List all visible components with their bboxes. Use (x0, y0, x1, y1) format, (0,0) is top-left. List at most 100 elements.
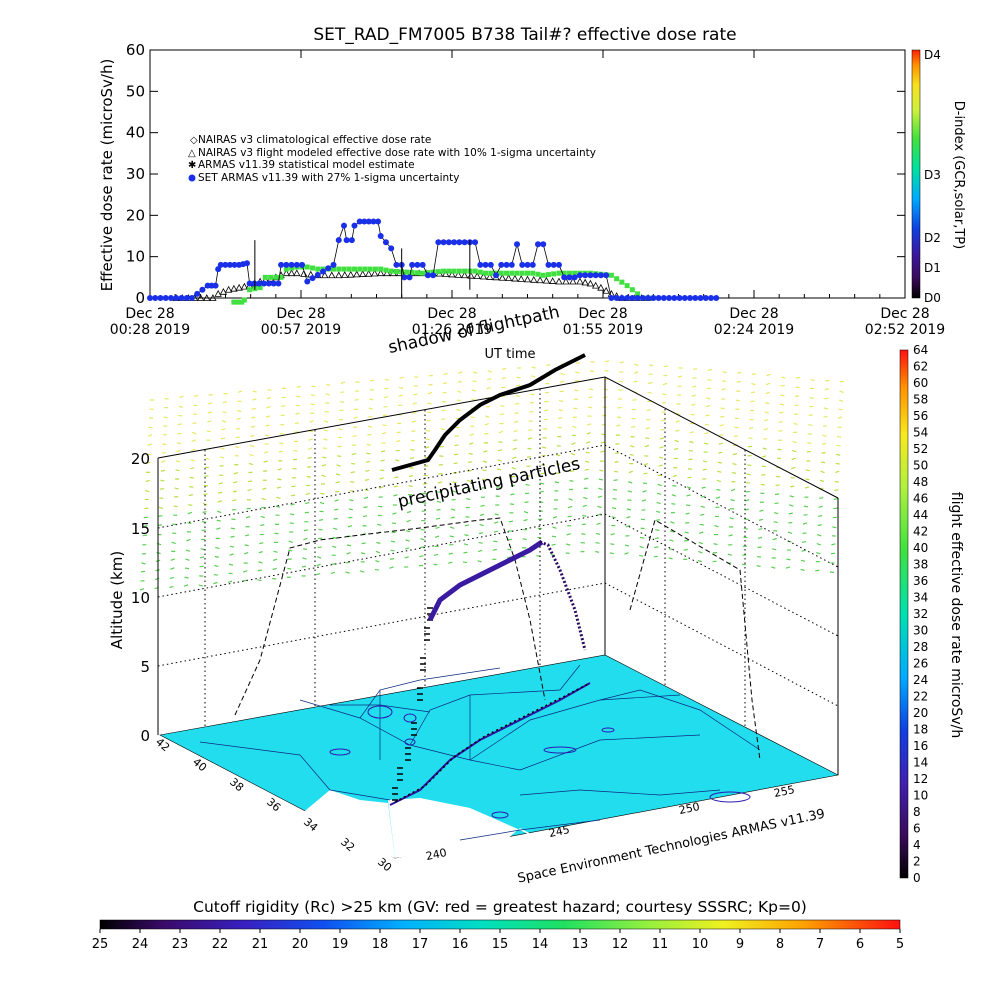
precip-mark (471, 389, 477, 392)
precip-mark (227, 580, 233, 583)
set-armas-point (487, 261, 494, 268)
precip-mark (296, 395, 301, 398)
precip-mark (177, 423, 183, 426)
precip-mark (247, 489, 252, 492)
armas-stat-point (488, 270, 494, 276)
latitude-tick: 30 (375, 855, 394, 874)
cutoff-tick: 17 (412, 937, 429, 952)
precip-mark (190, 467, 195, 470)
precip-mark (609, 552, 614, 555)
precip-mark (582, 514, 587, 517)
precip-mark (362, 515, 368, 518)
precip-mark (540, 482, 545, 485)
precip-mark (220, 447, 225, 450)
precip-mark (323, 429, 328, 432)
precip-mark (277, 478, 282, 481)
precip-mark (338, 428, 343, 431)
nairas-flight-point (591, 281, 600, 289)
set-armas-point (167, 295, 174, 301)
precip-mark (689, 441, 694, 444)
precip-mark (818, 514, 823, 518)
precip-mark (478, 532, 484, 535)
precip-mark (427, 391, 433, 395)
precip-mark (347, 525, 353, 528)
nairas-flight-point (224, 285, 233, 293)
precip-mark (663, 365, 668, 368)
precip-mark (205, 457, 210, 460)
precip-mark (427, 402, 432, 405)
dose-tick: 40 (913, 541, 928, 555)
precip-mark (639, 554, 644, 557)
precip-mark (817, 533, 822, 537)
set-armas-point (256, 280, 263, 287)
precip-mark (160, 469, 165, 472)
precip-mark (335, 490, 340, 493)
precip-mark (625, 524, 631, 528)
nairas-flight-point (548, 277, 557, 284)
precip-mark (839, 390, 844, 394)
precip-mark (627, 490, 632, 493)
precip-mark (305, 492, 310, 496)
precip-mark (380, 450, 386, 453)
set-armas-point (288, 261, 295, 268)
set-armas-point (188, 295, 195, 301)
precip-mark (184, 567, 190, 570)
precip-mark (717, 461, 722, 464)
set-armas-point (226, 261, 233, 268)
precip-mark (139, 588, 145, 591)
precip-mark (281, 404, 286, 408)
precip-mark (658, 456, 664, 459)
precip-mark (701, 495, 706, 498)
precip-mark (566, 533, 571, 536)
precip-mark (624, 544, 630, 547)
set-armas-point (275, 280, 282, 287)
precip-mark (837, 416, 843, 419)
precip-mark (758, 528, 763, 531)
precip-mark (409, 457, 415, 460)
precip-mark (716, 479, 722, 483)
precip-mark (834, 480, 839, 483)
precip-mark (729, 517, 734, 520)
precip-mark (675, 429, 680, 432)
precip-mark (819, 479, 825, 483)
set-armas-point (424, 272, 431, 279)
precip-mark (335, 481, 340, 484)
precip-mark (819, 497, 824, 499)
cutoff-tick: 16 (452, 937, 469, 952)
precip-mark (786, 558, 791, 561)
precip-mark (525, 483, 530, 486)
set-armas-point (566, 274, 573, 281)
precip-mark (159, 488, 165, 490)
d-index-tick: D1 (924, 261, 941, 275)
precip-mark (290, 494, 296, 497)
precip-mark (791, 449, 797, 453)
x-tick-label-line1: Dec 28 (276, 306, 325, 322)
precip-mark (728, 534, 733, 537)
precip-mark (390, 549, 395, 552)
precip-mark (311, 385, 316, 388)
precip-mark (569, 469, 575, 473)
dose-tick: 44 (913, 508, 928, 522)
set-armas-point (493, 272, 500, 279)
precip-mark (689, 431, 694, 434)
precip-mark (399, 376, 404, 379)
precip-mark (792, 440, 797, 444)
precip-mark (307, 447, 313, 450)
armas-stat-point (351, 266, 357, 272)
altitude-tick: 20 (131, 450, 150, 468)
precip-mark (230, 527, 236, 530)
precip-mark (596, 513, 602, 516)
precip-mark (801, 540, 807, 543)
top-y-axis-label: Effective dose rate (microSv/h) (98, 59, 116, 292)
precip-mark (546, 364, 551, 367)
precip-mark (612, 497, 617, 500)
precip-mark (469, 433, 474, 436)
nairas-flight-point (555, 277, 563, 285)
precip-mark (407, 501, 412, 505)
precip-mark (248, 462, 254, 466)
armas-stat-point (414, 270, 420, 276)
armas-stat-point (241, 297, 247, 303)
nairas-flight-point (287, 269, 296, 277)
precip-mark (507, 548, 512, 551)
precip-mark (541, 454, 546, 457)
